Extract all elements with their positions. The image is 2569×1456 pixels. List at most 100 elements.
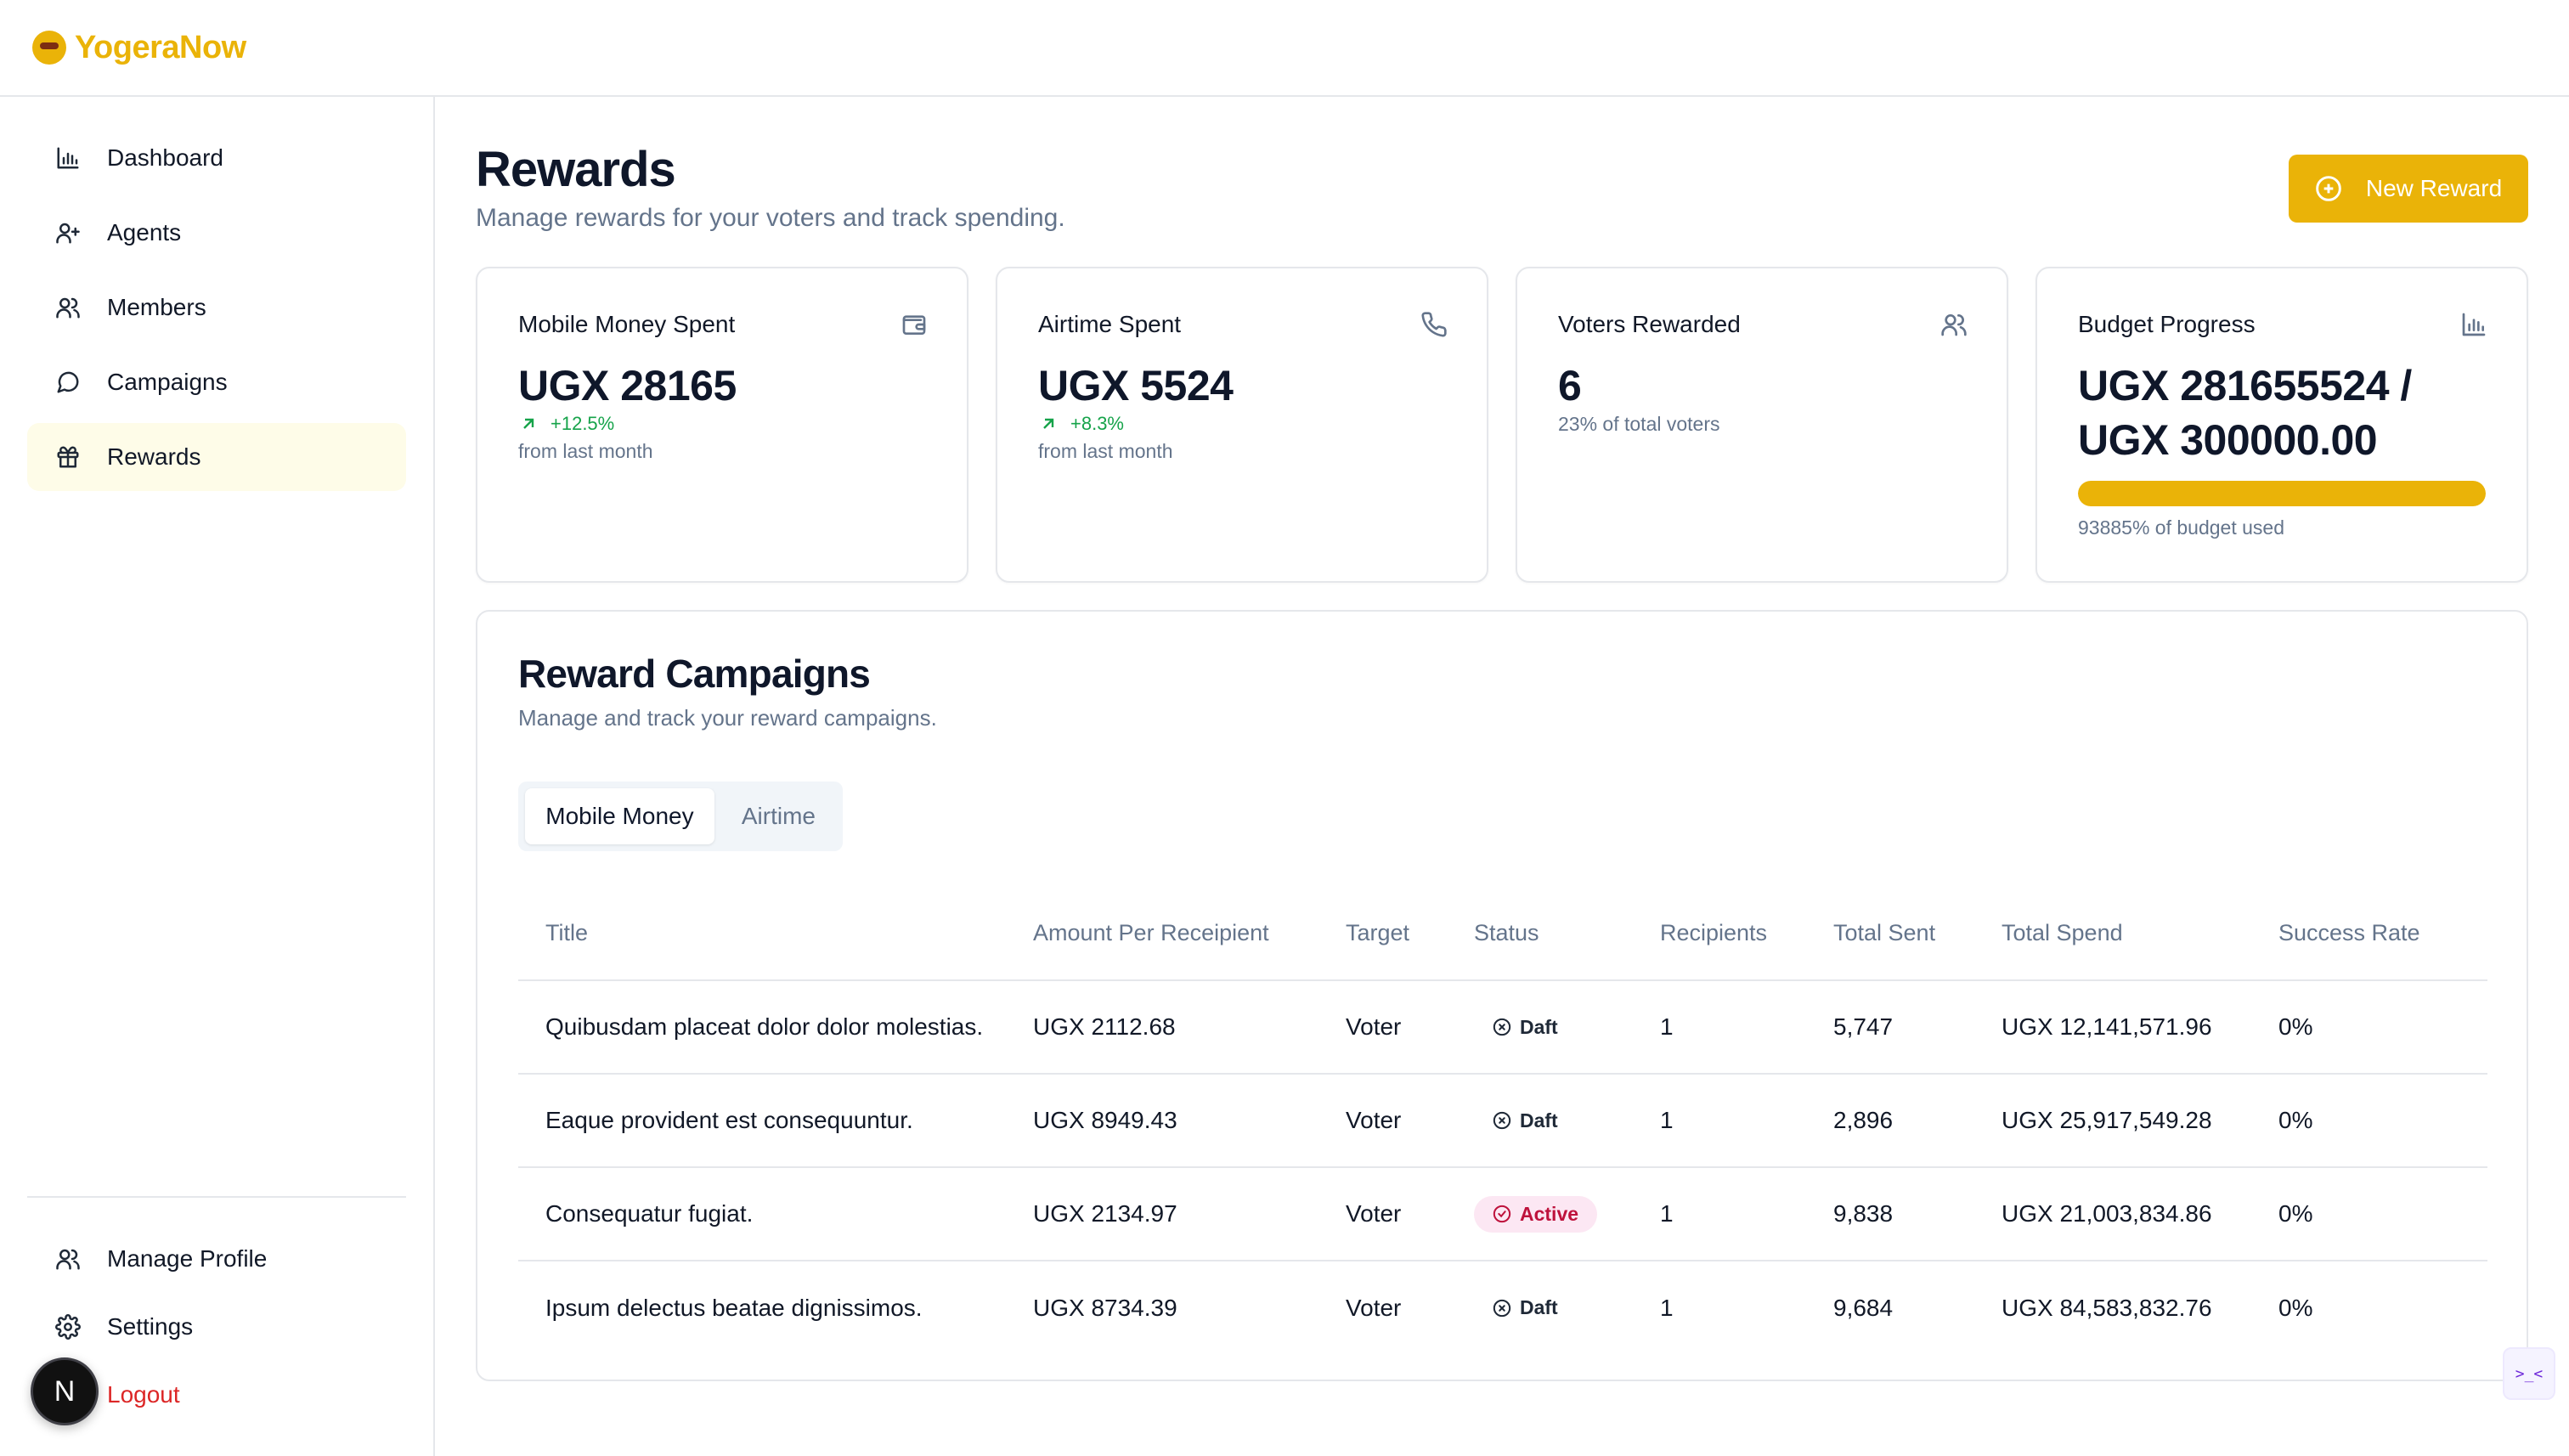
cell-total-sent: 5,747: [1833, 980, 2002, 1075]
stat-trend: +12.5%: [518, 413, 614, 435]
sidebar-item-label: Agents: [107, 219, 182, 245]
status-label: Daft: [1520, 1296, 1558, 1318]
cell-success-rate: 0%: [2278, 1294, 2313, 1321]
user-plus-icon: [54, 219, 82, 246]
gift-icon: [54, 443, 82, 471]
dev-tools-widget[interactable]: >_<: [2503, 1347, 2555, 1400]
cell-target: Voter: [1346, 1167, 1474, 1261]
stat-trend: +8.3%: [1038, 413, 1124, 435]
cell-title: Ipsum delectus beatae dignissimos.: [545, 1294, 923, 1321]
cell-status: Active: [1474, 1167, 1660, 1261]
users-icon: [1940, 311, 1968, 338]
cell-amount: UGX 2112.68: [1033, 980, 1346, 1075]
users-icon: [54, 294, 82, 321]
stat-value: UGX 28165: [518, 362, 737, 409]
table-row[interactable]: Consequatur fugiat. UGX 2134.97 Voter Ac…: [518, 1167, 2487, 1261]
cell-total-spend: UGX 84,583,832.76: [2002, 1294, 2212, 1321]
column-header[interactable]: Target: [1346, 887, 1474, 981]
status-label: Daft: [1520, 1109, 1558, 1132]
table-row[interactable]: Quibusdam placeat dolor dolor molestias.…: [518, 980, 2487, 1075]
reward-campaigns-panel: Reward Campaigns Manage and track your r…: [476, 610, 2528, 1381]
cell-total-sent: 9,838: [1833, 1167, 2002, 1261]
sidebar-item-label: Campaigns: [107, 369, 228, 395]
stat-note: 93885% of budget used: [2078, 516, 2284, 539]
stat-value: UGX 281655524 / UGX 300000.00: [2078, 362, 2412, 464]
campaign-tabs: Mobile Money Airtime: [518, 782, 843, 851]
stat-note: 23% of total voters: [1558, 413, 1720, 435]
x-circle-icon: [1493, 1111, 1511, 1130]
bar-chart-icon: [54, 144, 82, 172]
sidebar-item-label: Rewards: [107, 443, 201, 470]
sidebar-item-agents[interactable]: Agents: [27, 199, 406, 267]
stat-card-budget-progress: Budget Progress UGX 281655524 / UGX 3000…: [2035, 267, 2528, 583]
sidebar-item-label: Settings: [107, 1313, 194, 1340]
stat-value: UGX 5524: [1038, 362, 1234, 409]
column-header[interactable]: Amount Per Receipient: [1033, 887, 1346, 981]
campaigns-table: Title Amount Per Receipient Target Statu…: [518, 887, 2487, 1354]
cell-amount: UGX 2134.97: [1033, 1167, 1346, 1261]
users-icon: [54, 1245, 82, 1273]
table-row[interactable]: Ipsum delectus beatae dignissimos. UGX 8…: [518, 1261, 2487, 1354]
column-header[interactable]: Recipients: [1660, 887, 1833, 981]
sidebar-item-logout[interactable]: Logout: [27, 1361, 406, 1429]
sidebar: Dashboard Agents Members Campaigns Rewar…: [0, 97, 435, 1456]
sidebar-item-label: Manage Profile: [107, 1245, 268, 1272]
budget-progress-bar: [2078, 481, 2486, 506]
table-header-row: Title Amount Per Receipient Target Statu…: [518, 887, 2487, 981]
check-circle-icon: [1493, 1205, 1511, 1223]
cell-status: Daft: [1474, 1261, 1660, 1354]
stat-title: Mobile Money Spent: [518, 311, 736, 337]
status-badge: Daft: [1474, 1290, 1577, 1326]
status-badge: Daft: [1474, 1009, 1577, 1046]
column-header[interactable]: Status: [1474, 887, 1660, 981]
page-subtitle: Manage rewards for your voters and track…: [476, 204, 1065, 232]
cell-target: Voter: [1346, 1294, 1402, 1321]
budget-progress-fill: [2078, 481, 2486, 506]
cell-title: Quibusdam placeat dolor dolor molestias.: [518, 980, 1033, 1075]
column-header[interactable]: Total Spend: [2002, 887, 2278, 981]
sidebar-item-campaigns[interactable]: Campaigns: [27, 348, 406, 416]
avatar[interactable]: N: [31, 1357, 99, 1425]
plus-circle-icon: [2316, 176, 2341, 201]
brand-logo[interactable]: YogeraNow: [32, 30, 246, 66]
sidebar-item-members[interactable]: Members: [27, 274, 406, 341]
sidebar-item-settings[interactable]: Settings: [27, 1293, 406, 1361]
tab-airtime[interactable]: Airtime: [741, 803, 816, 829]
column-header[interactable]: Title: [518, 887, 1033, 981]
column-header[interactable]: Success Rate: [2278, 887, 2487, 981]
gear-icon: [54, 1313, 82, 1340]
cell-total-spend: UGX 12,141,571.96: [2002, 980, 2278, 1075]
stat-card-airtime: Airtime Spent UGX 5524 +8.3% from last m…: [996, 267, 1488, 583]
stat-value: 6: [1558, 362, 1582, 409]
panel-subtitle: Manage and track your reward campaigns.: [518, 705, 937, 731]
sidebar-item-manage-profile[interactable]: Manage Profile: [27, 1225, 406, 1293]
tab-mobile-money[interactable]: Mobile Money: [525, 788, 714, 844]
stat-note: from last month: [1038, 440, 1173, 462]
cell-recipients: 1: [1660, 980, 1833, 1075]
new-reward-label: New Reward: [2365, 175, 2503, 201]
cell-total-sent: 2,896: [1833, 1074, 2002, 1168]
status-label: Active: [1520, 1202, 1579, 1225]
cell-title: Consequatur fugiat.: [518, 1167, 1033, 1261]
column-header[interactable]: Total Sent: [1833, 887, 2002, 981]
new-reward-button[interactable]: New Reward: [2289, 155, 2528, 223]
cell-total-spend: UGX 21,003,834.86: [2002, 1167, 2278, 1261]
cell-status: Daft: [1474, 1074, 1660, 1168]
stat-trend-value: +12.5%: [550, 413, 615, 434]
wallet-icon: [901, 311, 928, 338]
x-circle-icon: [1493, 1018, 1511, 1036]
sidebar-item-dashboard[interactable]: Dashboard: [27, 124, 406, 192]
phone-icon: [1420, 311, 1448, 338]
stat-note: from last month: [518, 440, 653, 462]
stat-title: Airtime Spent: [1038, 311, 1182, 337]
sidebar-item-rewards[interactable]: Rewards: [27, 423, 406, 491]
tiger-face-icon: [32, 31, 66, 65]
sidebar-item-label: Members: [107, 294, 206, 320]
table-row[interactable]: Eaque provident est consequuntur. UGX 89…: [518, 1074, 2487, 1168]
cell-amount: UGX 8949.43: [1033, 1074, 1346, 1168]
message-circle-icon: [54, 369, 82, 396]
brand-name: YogeraNow: [75, 29, 246, 65]
page-title: Rewards: [476, 142, 676, 197]
stat-title: Budget Progress: [2078, 311, 2256, 337]
cell-recipients: 1: [1660, 1167, 1833, 1261]
